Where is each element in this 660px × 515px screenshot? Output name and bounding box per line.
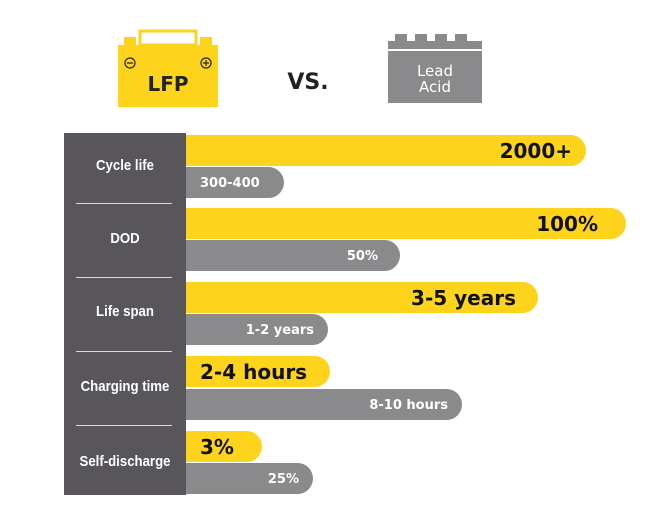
row-label: Cycle life bbox=[96, 157, 154, 174]
lfp-battery bbox=[118, 45, 218, 107]
row-label: Self-discharge bbox=[79, 453, 171, 470]
separator bbox=[76, 351, 172, 352]
separator bbox=[76, 425, 172, 426]
category-panel bbox=[64, 133, 186, 495]
lfp-label: LFP bbox=[147, 72, 188, 96]
lead-acid-bar: 50% bbox=[180, 240, 400, 271]
lead-acid-bar: 300-400 bbox=[180, 167, 284, 198]
lfp-bar: 2000+ bbox=[180, 135, 586, 166]
row-label: Charging time bbox=[80, 378, 170, 395]
lead-acid-label: Lead bbox=[417, 62, 453, 80]
lfp-bar: 2-4 hours bbox=[180, 356, 330, 387]
lfp-bar: 3-5 years bbox=[180, 282, 538, 313]
lfp-bar: 100% bbox=[180, 208, 626, 239]
lfp-bar: 3% bbox=[180, 431, 262, 462]
lead-acid-bar: 25% bbox=[180, 463, 313, 494]
row-label: Life span bbox=[96, 303, 154, 320]
separator bbox=[76, 277, 172, 278]
lead-acid-label: Acid bbox=[419, 78, 451, 96]
row-label: DOD bbox=[110, 230, 140, 247]
lead-acid-bar: 8-10 hours bbox=[180, 389, 462, 420]
lead-acid-battery bbox=[388, 51, 482, 103]
vs-label: VS. bbox=[287, 70, 328, 95]
separator bbox=[76, 203, 172, 204]
header-icons: LFP VS. Lead Acid bbox=[118, 29, 482, 107]
lead-acid-bar: 1-2 years bbox=[180, 314, 328, 345]
